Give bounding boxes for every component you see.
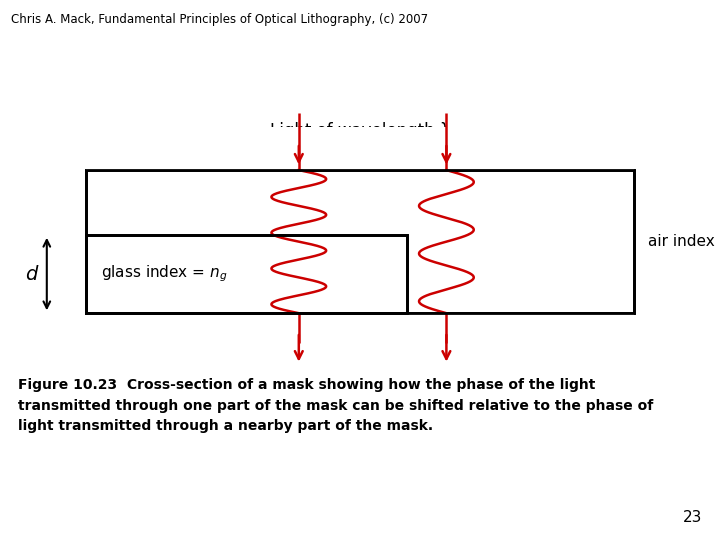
Bar [86,170,634,313]
Bar [86,235,407,313]
Text: Figure 10.23  Cross-section of a mask showing how the phase of the light
transmi: Figure 10.23 Cross-section of a mask sho… [18,378,653,433]
Text: d: d [24,265,37,284]
Bar [86,235,407,313]
Bar [86,170,634,313]
Bar [86,313,634,356]
Text: 23: 23 [683,510,702,525]
Text: air index = 1: air index = 1 [648,234,720,249]
Text: Light of wavelength λ: Light of wavelength λ [270,123,450,140]
Text: Chris A. Mack, Fundamental Principles of Optical Lithography, (c) 2007: Chris A. Mack, Fundamental Principles of… [11,14,428,26]
Text: glass index = $n_g$: glass index = $n_g$ [101,264,228,285]
Bar [86,127,634,170]
